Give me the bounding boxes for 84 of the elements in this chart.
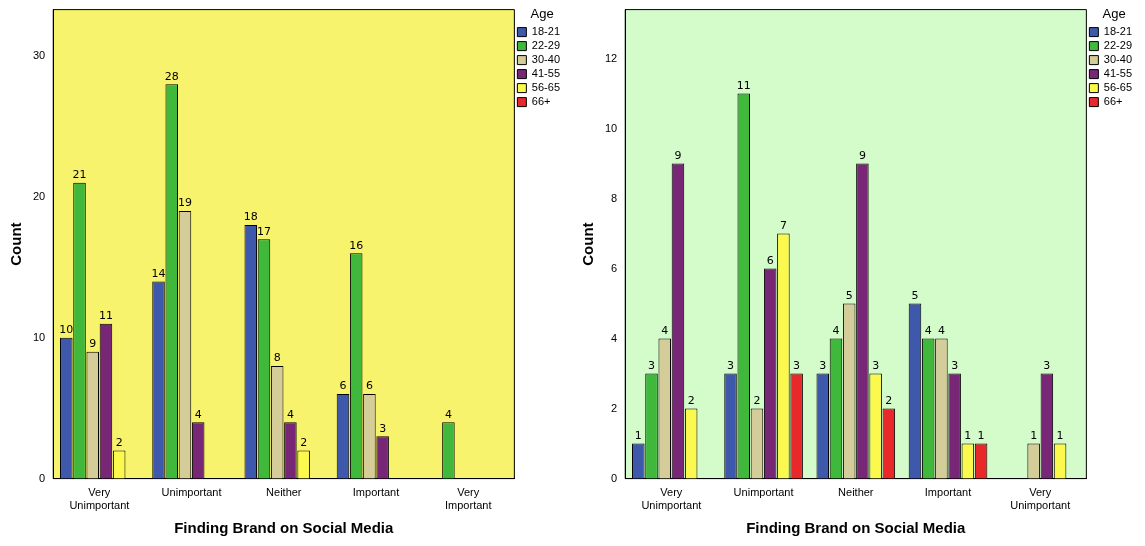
data-label: 6	[766, 253, 774, 267]
data-label: 3	[793, 358, 801, 372]
legend-label: 30-40	[1103, 53, 1133, 66]
data-label: 4	[286, 407, 294, 421]
data-label: 14	[151, 266, 166, 280]
legend-label: 56-65	[531, 81, 561, 94]
data-label: 11	[736, 78, 751, 92]
data-label: 4	[444, 407, 452, 421]
legend-label: 56-65	[1103, 81, 1133, 94]
data-label: 4	[661, 323, 669, 337]
y-axis-title: Count	[579, 222, 597, 266]
data-label: 1	[977, 428, 985, 442]
data-label: 3	[819, 358, 827, 372]
data-label: 18	[243, 210, 258, 224]
x-axis-title: Finding Brand on Social Media	[174, 519, 395, 537]
legend-label: 41-55	[531, 67, 561, 80]
data-label: 2	[885, 393, 893, 407]
data-label: 3	[872, 358, 880, 372]
x-tick-label: Very Unimportant	[1010, 486, 1071, 512]
data-label: 1	[634, 428, 642, 442]
data-label: 3	[648, 358, 656, 372]
data-label: 6	[339, 379, 347, 393]
x-tick-label: Very Unimportant	[69, 486, 130, 512]
x-tick-label: Neither	[838, 486, 874, 499]
y-tick-label: 30	[32, 49, 46, 62]
legend-label: 22-29	[1103, 39, 1133, 52]
data-label: 2	[687, 393, 695, 407]
legend-title: Age	[530, 6, 554, 22]
y-tick-label: 4	[611, 331, 618, 344]
x-axis-title: Finding Brand on Social Media	[746, 519, 967, 537]
data-label: 6	[365, 379, 373, 393]
legend-label: 66+	[1103, 95, 1123, 108]
data-label: 4	[924, 323, 932, 337]
data-label: 2	[300, 435, 308, 449]
data-label: 1	[1056, 428, 1064, 442]
data-label: 7	[779, 218, 787, 232]
data-label: 3	[379, 421, 387, 435]
data-label: 21	[72, 168, 87, 182]
x-tick-label: Very Important	[445, 486, 492, 512]
data-label: 2	[753, 393, 761, 407]
data-label: 5	[911, 288, 919, 302]
data-label: 16	[349, 238, 364, 252]
y-tick-label: 0	[611, 471, 618, 484]
data-label: 3	[1043, 358, 1051, 372]
data-label: 11	[98, 309, 113, 323]
x-tick-label: Very Unimportant	[641, 486, 702, 512]
data-label: 1	[1030, 428, 1038, 442]
legend-label: 22-29	[531, 39, 561, 52]
data-label: 17	[256, 224, 271, 238]
legend-label: 66+	[531, 95, 551, 108]
data-label: 4	[937, 323, 945, 337]
data-label: 4	[194, 407, 202, 421]
y-tick-label: 10	[32, 330, 46, 343]
y-tick-label: 0	[39, 471, 46, 484]
y-tick-label: 8	[611, 191, 618, 204]
legend-label: 41-55	[1103, 67, 1133, 80]
y-axis-title: Count	[7, 222, 25, 266]
data-label: 9	[674, 148, 682, 162]
x-tick-label: Neither	[266, 486, 302, 499]
y-tick-label: 2	[611, 401, 618, 414]
data-label: 9	[89, 337, 97, 351]
x-tick-label: Important	[352, 486, 400, 499]
data-label: 8	[273, 351, 281, 365]
x-tick-label: Unimportant	[733, 486, 794, 499]
data-label: 19	[177, 196, 192, 210]
legend-title: Age	[1102, 6, 1126, 22]
y-tick-label: 12	[604, 51, 618, 64]
data-label: 28	[164, 69, 179, 83]
y-tick-label: 20	[32, 189, 46, 202]
legend-label: 18-21	[1103, 25, 1133, 38]
y-tick-label: 6	[611, 261, 618, 274]
data-label: 2	[115, 435, 123, 449]
data-label: 3	[951, 358, 959, 372]
data-label: 1	[964, 428, 972, 442]
data-label: 5	[845, 288, 853, 302]
legend-label: 30-40	[531, 53, 561, 66]
x-tick-label: Important	[924, 486, 972, 499]
y-tick-label: 10	[604, 121, 618, 134]
data-label: 10	[59, 323, 74, 337]
legend-label: 18-21	[531, 25, 561, 38]
data-label: 4	[832, 323, 840, 337]
x-tick-label: Unimportant	[161, 486, 222, 499]
data-label: 9	[858, 148, 866, 162]
data-label: 3	[727, 358, 735, 372]
